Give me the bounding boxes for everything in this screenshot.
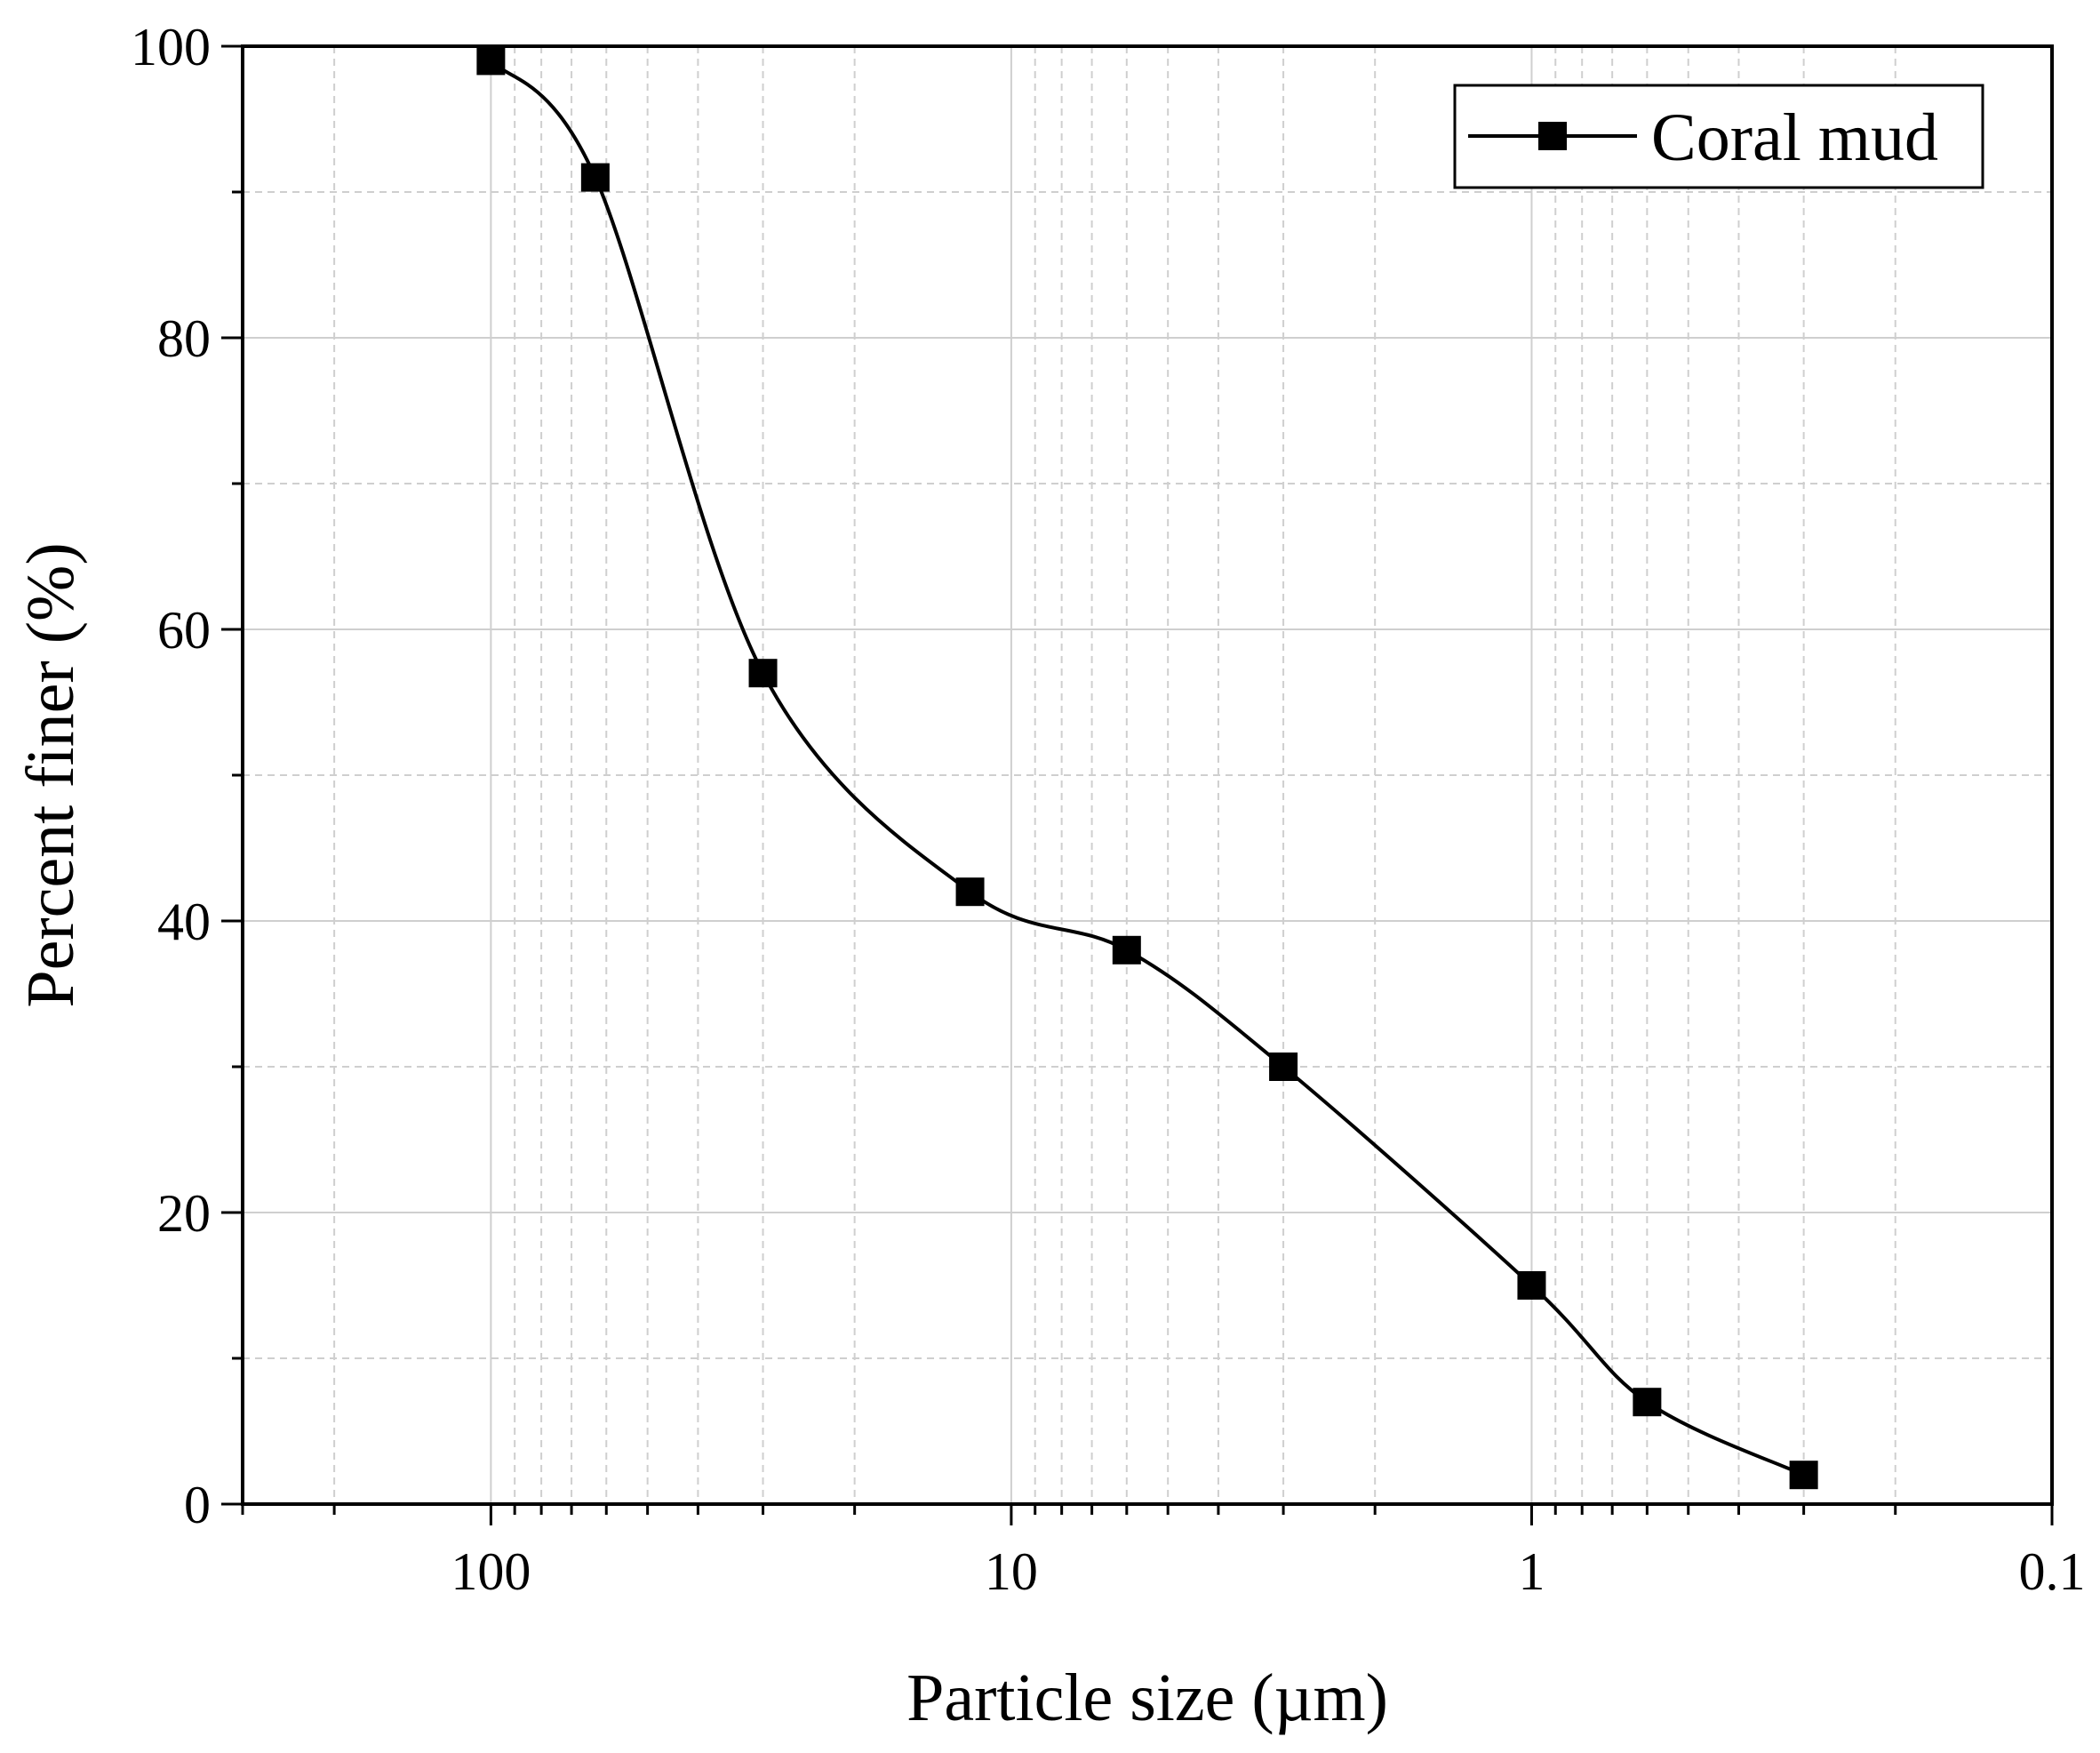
data-point [580, 163, 610, 192]
y-tick-label: 100 [131, 18, 211, 76]
series-layer [476, 46, 1818, 1490]
data-point [1269, 1053, 1298, 1081]
legend-label: Coral mud [1651, 100, 1938, 175]
data-point [1789, 1461, 1818, 1490]
data-point [748, 659, 778, 688]
y-tick-label: 80 [157, 309, 211, 368]
series-line [489, 60, 1805, 1477]
x-axis-label: Particle size (µm) [906, 1661, 1388, 1735]
y-axis-label: Percent finer (%) [13, 542, 88, 1007]
x-tick-label: 0.1 [2019, 1542, 2086, 1601]
legend-marker-sample [1538, 122, 1567, 150]
grid-layer [242, 46, 2052, 1504]
plot-frame [241, 44, 2054, 1506]
legend: Coral mud [1453, 84, 1984, 189]
y-tick-label: 60 [157, 601, 211, 660]
label-layer: Particle size (µm) Percent finer (%) [13, 542, 1388, 1735]
y-tick-label: 20 [157, 1184, 211, 1243]
data-point [1517, 1271, 1546, 1300]
x-tick-label: 1 [1518, 1542, 1545, 1601]
tick-layer: 100 10 1 0.1 0 20 40 60 80 100 [131, 18, 2086, 1601]
data-point [476, 46, 506, 76]
x-tick-label: 100 [451, 1542, 531, 1601]
data-point [1112, 935, 1141, 965]
y-tick-label: 0 [184, 1476, 211, 1534]
y-tick-label: 40 [157, 893, 211, 951]
data-point [955, 877, 985, 907]
data-point [1633, 1388, 1662, 1417]
x-tick-label: 10 [985, 1542, 1038, 1601]
